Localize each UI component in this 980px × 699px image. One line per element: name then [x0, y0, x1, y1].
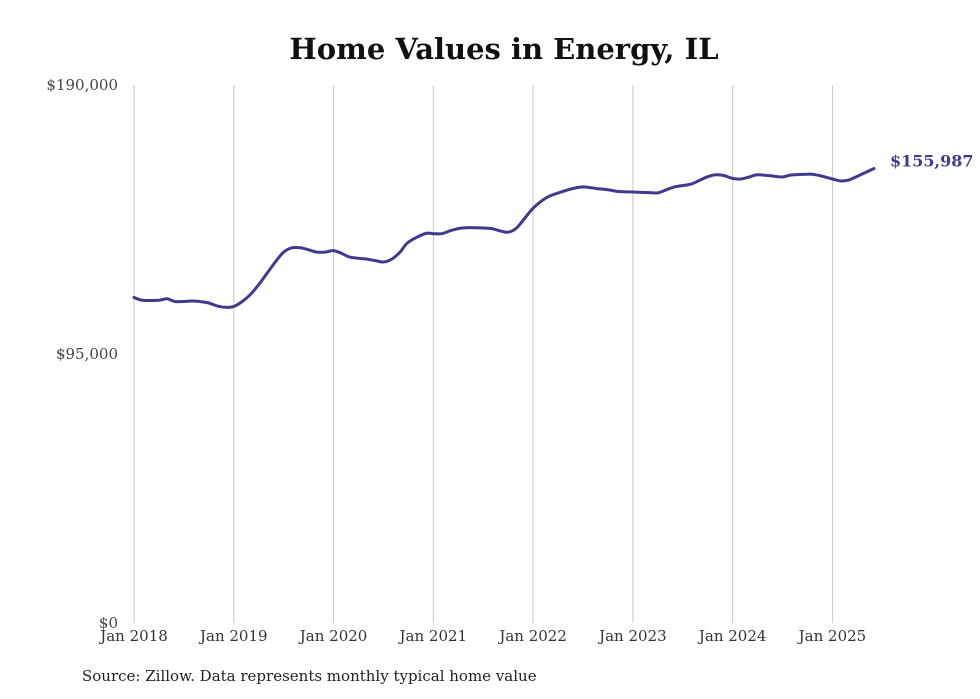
x-tick-label: Jan 2019	[198, 627, 268, 645]
y-tick-label: $0	[99, 614, 118, 632]
y-axis-ticks: $0 $95,000 $190,000	[46, 76, 118, 632]
y-tick-label: $190,000	[46, 76, 118, 94]
x-tick-label: Jan 2020	[298, 627, 368, 645]
y-tick-label: $95,000	[56, 345, 118, 363]
x-tick-label: Jan 2023	[597, 627, 667, 645]
grid-lines	[133, 85, 833, 623]
latest-value-label: $155,987	[890, 152, 974, 171]
chart-title: Home Values in Energy, IL	[289, 32, 718, 66]
home-value-line	[132, 167, 876, 309]
x-tick-label: Jan 2025	[797, 627, 867, 645]
x-tick-label: Jan 2024	[697, 627, 767, 645]
x-tick-label: Jan 2018	[98, 627, 168, 645]
x-tick-label: Jan 2021	[398, 627, 468, 645]
source-note: Source: Zillow. Data represents monthly …	[82, 667, 537, 685]
x-axis-ticks: Jan 2018 Jan 2019 Jan 2020 Jan 2021 Jan 2022…	[98, 627, 866, 645]
x-tick-label: Jan 2022	[497, 627, 567, 645]
